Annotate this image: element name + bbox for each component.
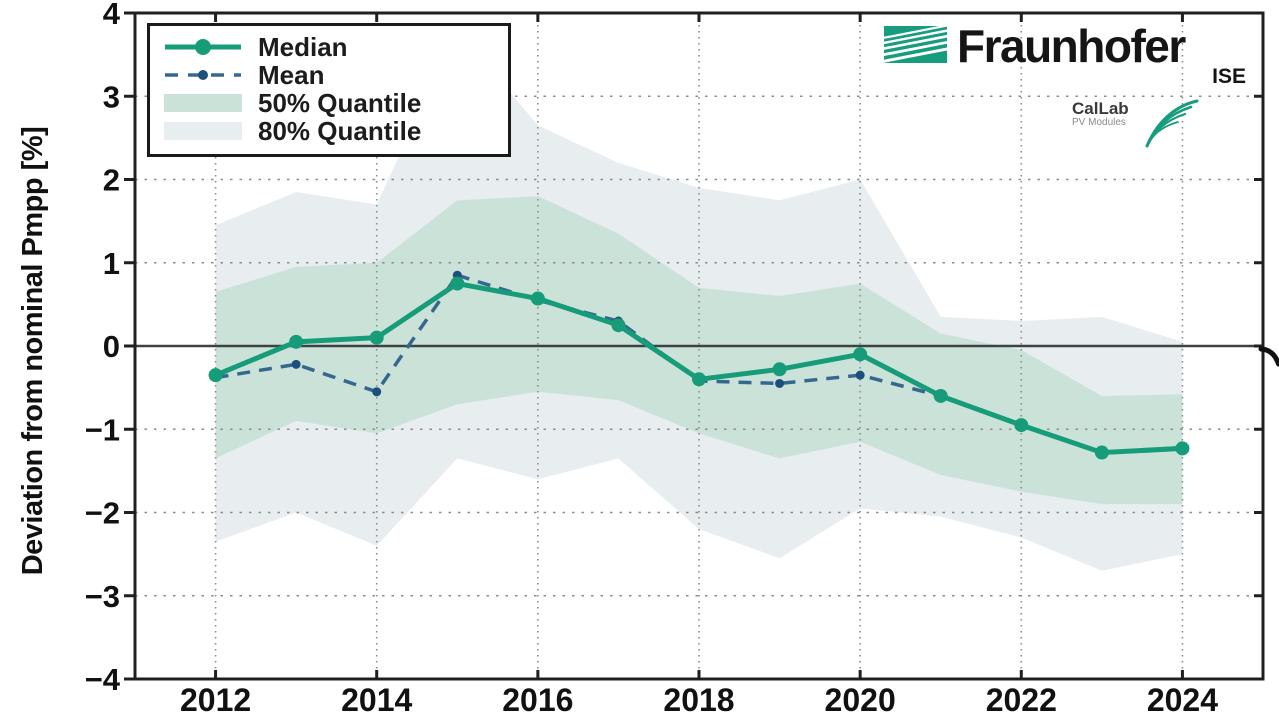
legend-label: Median	[258, 31, 348, 62]
median-point	[369, 330, 384, 345]
legend-label: Mean	[258, 59, 325, 90]
callab-title: CalLab	[1072, 99, 1129, 118]
median-point	[1014, 418, 1029, 433]
legend-label: 50% Quantile	[258, 87, 422, 118]
institute-abbreviation: ISE	[1212, 65, 1246, 88]
x-tick-label: 2022	[986, 682, 1057, 718]
legend-item-80-quantile: 80% Quantile	[162, 115, 494, 146]
median-point	[450, 276, 465, 291]
median-point	[530, 291, 545, 306]
callab-logo: CalLab PV Modules	[1072, 94, 1199, 150]
fraunhofer-logo-icon	[884, 26, 947, 63]
y-tick-label: 1	[103, 246, 120, 281]
median-point	[772, 362, 787, 377]
x-tick-label: 2016	[502, 682, 573, 718]
right-edge-stroke	[1258, 346, 1279, 367]
y-tick-label: −2	[85, 496, 120, 531]
y-tick-label: 2	[103, 163, 120, 198]
median-point	[208, 368, 223, 383]
mean-point	[855, 370, 865, 380]
x-tick-label: 2018	[663, 682, 734, 718]
x-tick-label: 2014	[341, 682, 412, 718]
legend-label: 80% Quantile	[258, 115, 422, 146]
median-line-swatch	[162, 37, 248, 57]
median-point	[1094, 445, 1109, 460]
mean-point	[372, 387, 382, 397]
mean-point	[291, 359, 301, 369]
y-tick-label: −1	[85, 412, 120, 447]
median-point	[289, 334, 304, 349]
mean-point	[775, 378, 785, 388]
x-tick-label: 2020	[825, 682, 896, 718]
legend-item-median: Median	[162, 31, 494, 62]
fraunhofer-logo: Fraunhofer ISE	[884, 20, 1256, 88]
x-tick-label: 2012	[180, 682, 251, 718]
callab-fan-icon	[1145, 99, 1199, 148]
median-point	[692, 372, 706, 387]
y-tick-label: 0	[103, 329, 120, 364]
mean-line-swatch	[162, 65, 248, 85]
quantile-80-swatch	[162, 121, 248, 141]
y-tick-label: 3	[103, 79, 120, 114]
fraunhofer-wordmark: Fraunhofer	[957, 20, 1186, 72]
y-tick-label: 4	[103, 0, 121, 31]
y-tick-label: −4	[85, 662, 121, 697]
median-point	[611, 318, 626, 333]
callab-subtitle: PV Modules	[1072, 117, 1126, 128]
median-point	[1175, 441, 1190, 456]
legend-item-50-quantile: 50% Quantile	[162, 87, 494, 118]
legend-item-mean: Mean	[162, 59, 494, 90]
legend: Median Mean 50% Quantile 80% Quantile	[147, 23, 511, 157]
quantile-50-swatch	[162, 93, 248, 113]
x-tick-label: 2024	[1147, 682, 1218, 718]
median-point	[933, 388, 948, 403]
median-point	[853, 347, 868, 362]
y-tick-label: −3	[85, 579, 120, 614]
